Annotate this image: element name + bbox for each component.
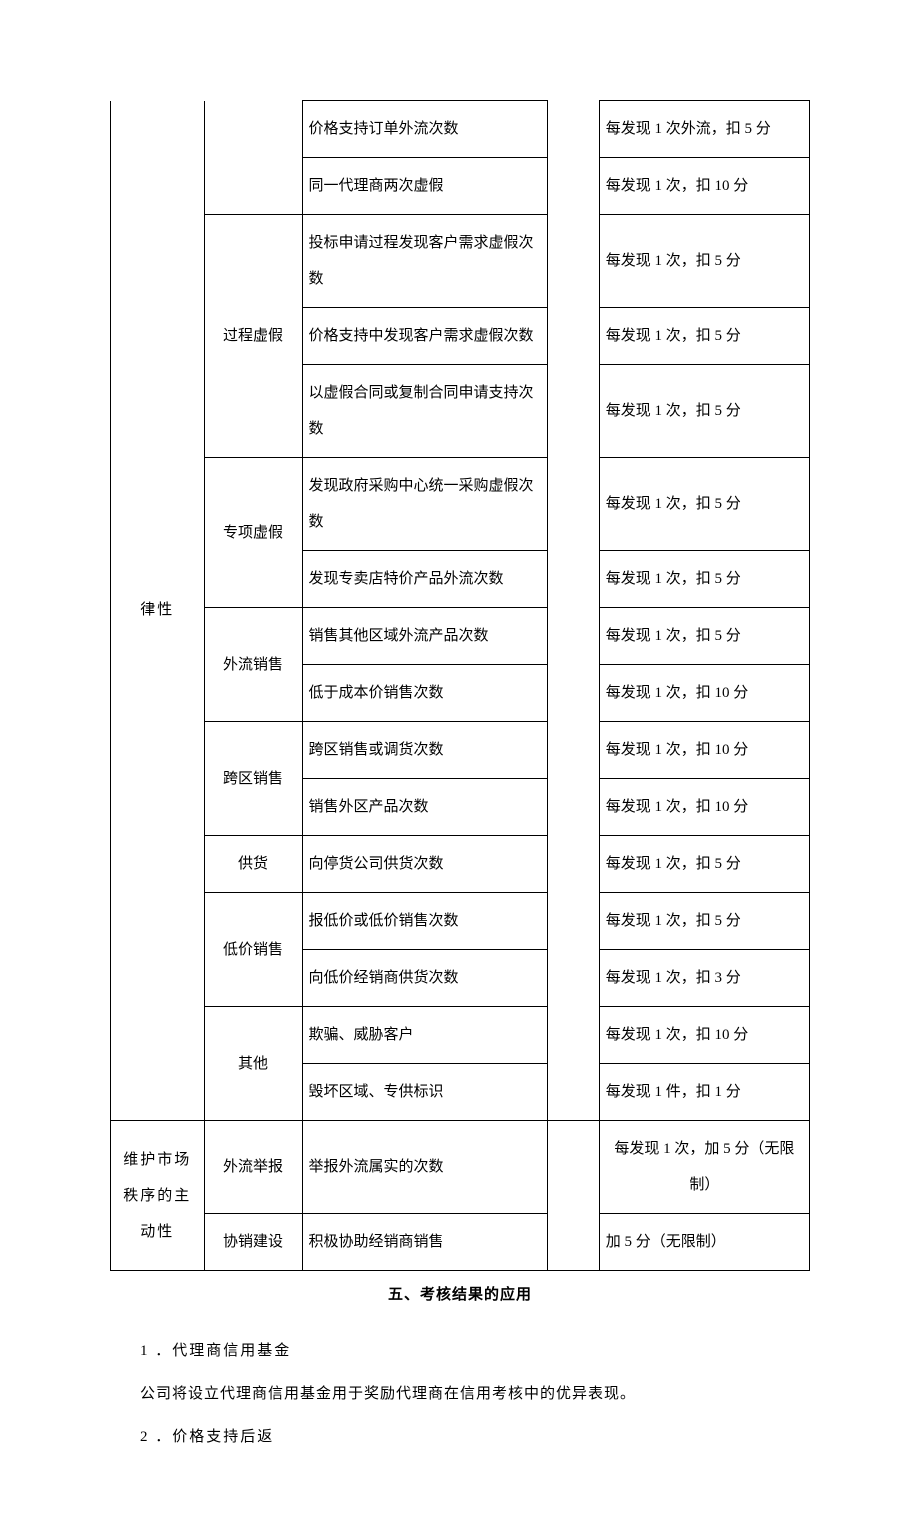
col-rule: 每发现 1 次，扣 5 分	[599, 308, 809, 365]
col-item: 报低价或低价销售次数	[302, 893, 547, 950]
assessment-table: 律性价格支持订单外流次数每发现 1 次外流，扣 5 分同一代理商两次虚假每发现 …	[110, 100, 810, 1271]
col-rule: 每发现 1 次外流，扣 5 分	[599, 101, 809, 158]
paragraph-3: 2 ．价格支持后返	[110, 1418, 810, 1457]
col-item: 向停货公司供货次数	[302, 836, 547, 893]
col-item: 同一代理商两次虚假	[302, 158, 547, 215]
col-rule: 每发现 1 件，扣 1 分	[599, 1064, 809, 1121]
col-rule: 每发现 1 次，扣 5 分	[599, 458, 809, 551]
col-item: 以虚假合同或复制合同申请支持次数	[302, 365, 547, 458]
col-category: 律性	[111, 101, 205, 1121]
col-item: 发现政府采购中心统一采购虚假次数	[302, 458, 547, 551]
col-spacer	[548, 101, 600, 1121]
paragraph-2: 公司将设立代理商信用基金用于奖励代理商在信用考核中的优异表现。	[110, 1375, 810, 1414]
col-rule: 每发现 1 次，加 5 分（无限制）	[599, 1121, 809, 1214]
col-category: 维护市场秩序的主动性	[111, 1121, 205, 1271]
col-item: 低于成本价销售次数	[302, 665, 547, 722]
col-rule: 每发现 1 次，扣 10 分	[599, 665, 809, 722]
col-subcategory: 专项虚假	[204, 458, 302, 608]
col-rule: 每发现 1 次，扣 5 分	[599, 608, 809, 665]
col-rule: 每发现 1 次，扣 5 分	[599, 893, 809, 950]
col-subcategory: 协销建设	[204, 1214, 302, 1271]
col-subcategory	[204, 101, 302, 215]
col-rule: 每发现 1 次，扣 5 分	[599, 215, 809, 308]
col-item: 销售其他区域外流产品次数	[302, 608, 547, 665]
col-item: 价格支持订单外流次数	[302, 101, 547, 158]
col-subcategory: 外流销售	[204, 608, 302, 722]
col-rule: 每发现 1 次，扣 10 分	[599, 779, 809, 836]
col-item: 向低价经销商供货次数	[302, 950, 547, 1007]
col-item: 跨区销售或调货次数	[302, 722, 547, 779]
col-item: 价格支持中发现客户需求虚假次数	[302, 308, 547, 365]
col-rule: 每发现 1 次，扣 10 分	[599, 1007, 809, 1064]
col-subcategory: 供货	[204, 836, 302, 893]
col-rule: 每发现 1 次，扣 3 分	[599, 950, 809, 1007]
col-spacer	[548, 1121, 600, 1271]
col-item: 投标申请过程发现客户需求虚假次数	[302, 215, 547, 308]
col-item: 积极协助经销商销售	[302, 1214, 547, 1271]
paragraph-1: 1 ．代理商信用基金	[110, 1332, 810, 1371]
col-rule: 加 5 分（无限制）	[599, 1214, 809, 1271]
col-item: 欺骗、威胁客户	[302, 1007, 547, 1064]
col-rule: 每发现 1 次，扣 10 分	[599, 158, 809, 215]
col-item: 销售外区产品次数	[302, 779, 547, 836]
col-subcategory: 过程虚假	[204, 215, 302, 458]
col-subcategory: 其他	[204, 1007, 302, 1121]
col-subcategory: 跨区销售	[204, 722, 302, 836]
col-item: 发现专卖店特价产品外流次数	[302, 551, 547, 608]
col-rule: 每发现 1 次，扣 10 分	[599, 722, 809, 779]
col-rule: 每发现 1 次，扣 5 分	[599, 365, 809, 458]
col-subcategory: 外流举报	[204, 1121, 302, 1214]
col-rule: 每发现 1 次，扣 5 分	[599, 551, 809, 608]
col-item: 毁坏区域、专供标识	[302, 1064, 547, 1121]
col-rule: 每发现 1 次，扣 5 分	[599, 836, 809, 893]
col-subcategory: 低价销售	[204, 893, 302, 1007]
col-item: 举报外流属实的次数	[302, 1121, 547, 1214]
